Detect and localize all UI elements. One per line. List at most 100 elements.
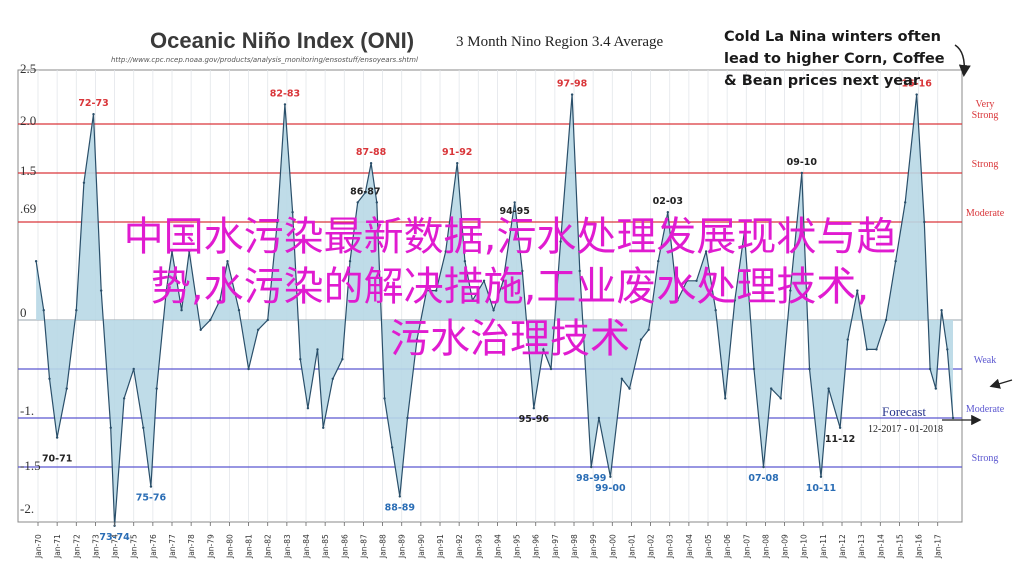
x-tick-label: Jan-06: [723, 534, 732, 559]
oni-data-point: [492, 309, 495, 312]
oni-data-point: [894, 260, 897, 263]
oni-data-point: [838, 426, 842, 429]
x-tick-label: Jan-11: [819, 534, 828, 559]
x-tick-label: Jan-08: [761, 534, 770, 559]
oni-data-point: [714, 309, 717, 312]
event-label: 75-76: [136, 493, 167, 504]
reference-label: Weak: [974, 355, 997, 366]
oni-data-point: [676, 299, 679, 302]
oni-data-point: [199, 328, 202, 331]
oni-data-point: [590, 465, 593, 469]
oni-data-point: [521, 269, 524, 273]
oni-data-point: [348, 260, 352, 263]
oni-data-point: [415, 338, 419, 341]
oni-data-point: [170, 250, 174, 253]
oni-data-point: [940, 309, 943, 312]
source-url: http://www.cpc.ncep.noaa.gov/products/an…: [111, 56, 418, 64]
event-label: 07-08: [748, 473, 779, 484]
annotation-line-2: lead to higher Corn, Coffee: [724, 51, 945, 67]
oni-data-point: [456, 162, 459, 165]
oni-data-point: [425, 289, 428, 292]
x-tick-label: Jan-72: [72, 534, 81, 559]
event-label: 95-96: [519, 414, 550, 425]
oni-data-point: [356, 201, 359, 204]
y-tick-label: .69: [20, 201, 36, 216]
x-tick-label: Jan-89: [398, 534, 407, 559]
el-nino-label: 82-83: [270, 88, 300, 99]
x-tick-label: Jan-99: [589, 534, 598, 559]
event-label: 02-03: [653, 196, 683, 207]
oni-data-point: [762, 465, 765, 469]
x-tick-label: Jan-12: [838, 534, 847, 559]
reference-label: Moderate: [966, 208, 1005, 219]
el-nino-label: 91-92: [442, 147, 472, 158]
y-tick-label: -1.5: [20, 458, 41, 473]
x-tick-label: Jan-07: [742, 534, 751, 559]
oni-data-point: [142, 426, 145, 429]
x-tick-label: Jan-03: [666, 534, 675, 559]
oni-data-point: [109, 426, 112, 429]
x-tick-label: Jan-88: [379, 534, 388, 559]
x-tick-label: Jan-02: [647, 534, 656, 559]
oni-area-series: [34, 93, 955, 527]
event-label: 86-87: [350, 186, 380, 197]
x-tick-label: Jan-16: [915, 534, 924, 559]
x-tick-label: Jan-09: [781, 534, 790, 559]
oni-data-point: [237, 309, 241, 312]
x-tick-label: Jan-90: [417, 534, 426, 559]
x-tick-label: Jan-71: [53, 534, 62, 559]
x-tick-label: Jan-77: [168, 534, 177, 559]
oni-data-point: [915, 93, 918, 96]
x-tick-label: Jan-98: [570, 534, 579, 559]
oni-data-point: [542, 348, 545, 351]
oni-data-point: [695, 279, 698, 282]
oni-data-point: [218, 299, 222, 302]
x-tick-label: Jan-73: [91, 534, 100, 559]
oni-data-point: [597, 416, 601, 420]
oni-data-point: [226, 260, 229, 263]
oni-data-point: [570, 93, 574, 96]
oni-data-point: [48, 377, 51, 380]
reference-label: Strong: [972, 110, 999, 121]
oni-data-point: [65, 387, 68, 390]
oni-data-point: [434, 289, 438, 292]
x-tick-label: Jan-01: [627, 534, 636, 559]
la-nina-annotation: Cold La Nina winters often lead to highe…: [724, 26, 945, 92]
oni-data-point: [299, 358, 302, 361]
oni-data-point: [647, 328, 650, 331]
event-label: 09-10: [787, 157, 818, 168]
chart-title: Oceanic Niño Index (ONI): [150, 28, 415, 53]
annotation-line-1: Cold La Nina winters often: [724, 29, 941, 45]
el-nino-label: 15-16: [901, 79, 932, 90]
el-nino-label: 97-98: [557, 79, 588, 90]
oni-data-point: [256, 328, 260, 331]
x-tick-label: Jan-81: [245, 534, 254, 559]
x-axis-ticks: Jan-70 Jan-71 Jan-72 Jan-73 Jan-74 Jan-75 Jan-…: [34, 522, 943, 559]
y-tick-label: 2.0: [20, 113, 36, 128]
oni-data-point: [789, 289, 792, 292]
oni-data-point: [779, 397, 782, 400]
oni-data-point: [188, 250, 191, 253]
el-nino-label: 87-88: [356, 147, 387, 158]
oni-data-point: [122, 397, 126, 400]
event-label: 88-89: [385, 502, 415, 513]
x-tick-label: Jan-78: [187, 534, 196, 559]
event-label: 70-71: [42, 453, 72, 464]
x-tick-label: Jan-86: [340, 534, 349, 559]
x-tick-label: Jan-76: [149, 534, 158, 559]
x-tick-label: Jan-97: [551, 534, 560, 559]
oni-data-point: [375, 201, 379, 204]
event-labels: 72-73 82-83 87-88 91-92 97-98 15-16 86-87 94-95…: [42, 79, 932, 543]
oni-data-point: [99, 289, 103, 292]
oni-data-point: [923, 220, 926, 224]
oni-data-point: [34, 260, 38, 263]
oni-data-point: [856, 289, 859, 292]
oni-data-point: [266, 318, 269, 322]
oni-data-point: [155, 387, 158, 390]
oni-data-point: [322, 426, 325, 429]
oni-data-point: [620, 377, 624, 380]
oni-data-point: [903, 201, 907, 204]
x-tick-label: Jan-75: [130, 534, 139, 559]
